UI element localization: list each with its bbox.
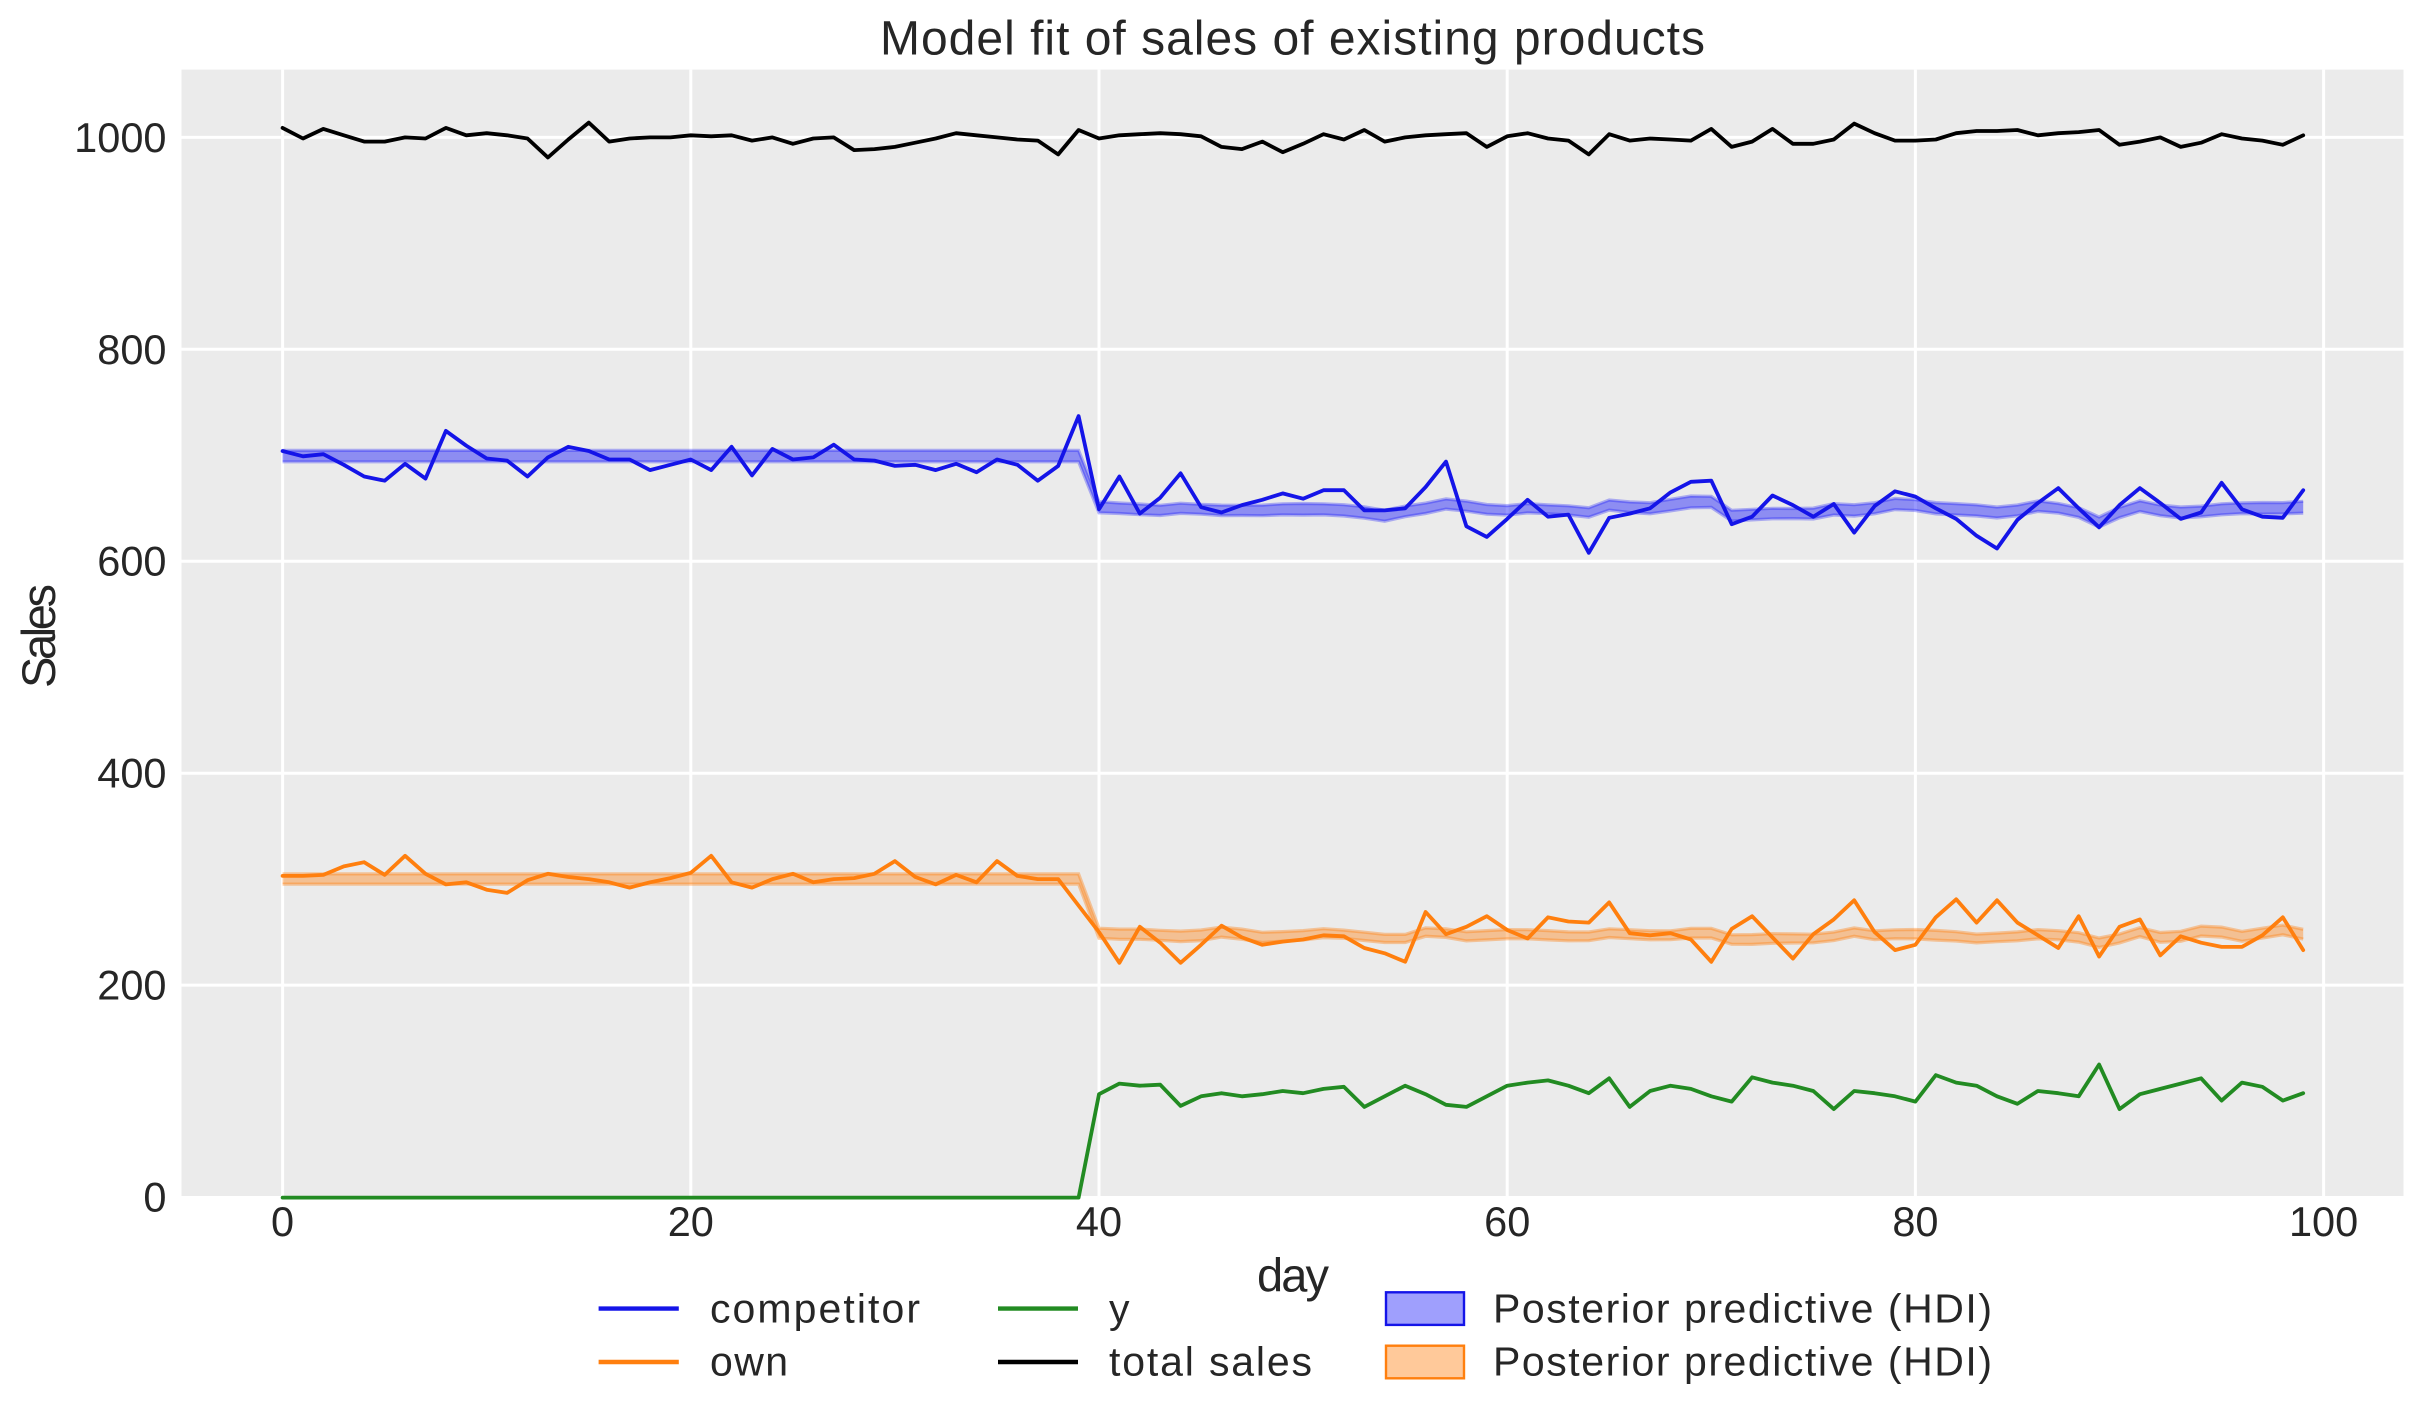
svg-text:1000: 1000 bbox=[74, 114, 166, 161]
svg-text:200: 200 bbox=[97, 962, 166, 1009]
svg-text:80: 80 bbox=[1892, 1198, 1938, 1245]
svg-text:Model fit of sales of existing: Model fit of sales of existing products bbox=[880, 13, 1705, 66]
svg-text:Posterior predictive (HDI): Posterior predictive (HDI) bbox=[1493, 1285, 1992, 1331]
svg-text:800: 800 bbox=[97, 326, 166, 373]
svg-text:total sales: total sales bbox=[1109, 1339, 1312, 1385]
svg-text:0: 0 bbox=[143, 1174, 166, 1221]
svg-text:0: 0 bbox=[271, 1198, 294, 1245]
svg-text:20: 20 bbox=[668, 1198, 714, 1245]
svg-text:400: 400 bbox=[97, 750, 166, 797]
svg-text:Sales: Sales bbox=[12, 584, 65, 688]
svg-text:60: 60 bbox=[1484, 1198, 1530, 1245]
svg-text:competitor: competitor bbox=[710, 1285, 920, 1331]
svg-text:Posterior predictive (HDI): Posterior predictive (HDI) bbox=[1493, 1339, 1992, 1385]
svg-text:40: 40 bbox=[1076, 1198, 1122, 1245]
svg-text:own: own bbox=[710, 1339, 788, 1385]
svg-text:y: y bbox=[1109, 1285, 1130, 1331]
svg-text:day: day bbox=[1257, 1249, 1330, 1302]
svg-text:100: 100 bbox=[2289, 1198, 2358, 1245]
svg-text:600: 600 bbox=[97, 538, 166, 585]
